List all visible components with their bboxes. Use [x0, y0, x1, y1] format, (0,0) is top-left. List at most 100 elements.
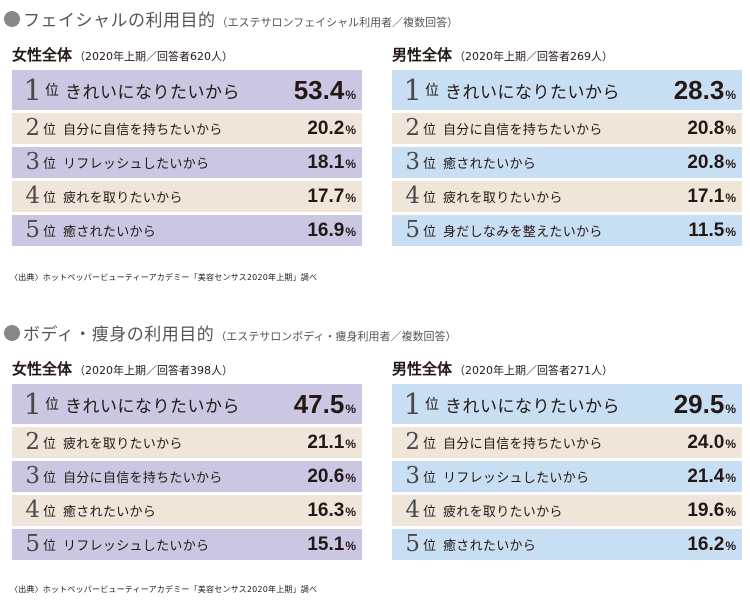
reason-label: 自分に自信を持ちたいから: [443, 437, 603, 452]
rank-number: 4: [25, 497, 40, 523]
reason-label: 自分に自信を持ちたいから: [443, 123, 603, 138]
reason-label: きれいになりたいから: [65, 82, 240, 103]
percentage: 17.7%: [278, 186, 362, 208]
percentage-value: 15.1: [307, 533, 345, 555]
percentage-value: 16.2: [687, 533, 725, 555]
percentage-value: 24.0: [687, 431, 725, 453]
reason-label: リフレッシュしたいから: [443, 471, 590, 486]
percentage-value: 29.5: [673, 388, 725, 419]
rank-number: 5: [25, 531, 40, 557]
percentage-value: 20.6: [307, 465, 345, 487]
ranking-list: 1 位きれいになりたいから 29.5% 2 位自分に自信を持ちたいから 24.0% 3 位リフ…: [392, 384, 742, 560]
rank-suffix: 位: [43, 539, 57, 554]
panel-note: （2020年上期／回答者269人）: [454, 50, 614, 63]
reason-label: 癒されたいから: [63, 505, 157, 520]
percent-sign: %: [725, 224, 736, 239]
rank-row: 2 位自分に自信を持ちたいから 20.2%: [12, 113, 362, 144]
percent-sign: %: [725, 504, 736, 519]
rank-suffix: 位: [43, 191, 57, 206]
rank-number: 4: [405, 497, 420, 523]
rank-suffix: 位: [45, 83, 59, 99]
rank-row: 2 位自分に自信を持ちたいから 20.8%: [392, 113, 742, 144]
percentage-value: 16.3: [307, 499, 345, 521]
reason-label: 身だしなみを整えたいから: [443, 225, 603, 240]
percentage-value: 17.7: [307, 185, 345, 207]
percentage: 28.3%: [650, 75, 742, 106]
percentage: 16.9%: [278, 220, 362, 242]
rank-row: 3 位リフレッシュしたいから 18.1%: [12, 147, 362, 178]
section-heading: フェイシャルの利用目的: [23, 11, 216, 31]
source-note: 〈出典〉ホットペッパービューティーアカデミー「美容センサス2020年上期」調べ: [10, 273, 318, 282]
percentage: 24.0%: [658, 432, 742, 454]
percentage: 11.5%: [658, 220, 742, 242]
rank-number: 2: [25, 115, 40, 141]
panel-title: 男性全体 （2020年上期／回答者271人）: [392, 358, 742, 380]
percentage-value: 20.8: [687, 151, 725, 173]
percent-sign: %: [345, 538, 356, 553]
percent-sign: %: [345, 156, 356, 171]
panel-body-female: 女性全体 （2020年上期／回答者398人） 1 位きれいになりたいから 47.5%…: [12, 358, 362, 560]
percentage-value: 28.3: [673, 74, 725, 105]
rank-suffix: 位: [423, 437, 437, 452]
percentage: 15.1%: [278, 534, 362, 556]
reason-label: リフレッシュしたいから: [63, 539, 210, 554]
rank-number: 1: [23, 386, 42, 421]
percentage-value: 17.1: [687, 185, 725, 207]
rank-row: 2 位自分に自信を持ちたいから 24.0%: [392, 427, 742, 458]
rank-suffix: 位: [43, 225, 57, 240]
reason-label: 癒されたいから: [443, 157, 537, 172]
rank-row: 1 位きれいになりたいから 47.5%: [12, 384, 362, 424]
percentage-value: 20.8: [687, 117, 725, 139]
source-note: 〈出典〉ホットペッパービューティーアカデミー「美容センサス2020年上期」調べ: [10, 585, 318, 594]
rank-suffix: 位: [45, 397, 59, 413]
panel-heading: 女性全体: [12, 46, 73, 64]
percent-sign: %: [725, 122, 736, 137]
rank-number: 3: [25, 463, 40, 489]
rank-row: 5 位癒されたいから 16.2%: [392, 529, 742, 560]
rank-row: 1 位きれいになりたいから 29.5%: [392, 384, 742, 424]
rank-suffix: 位: [43, 505, 57, 520]
rank-suffix: 位: [43, 123, 57, 138]
percentage: 20.8%: [658, 152, 742, 174]
percentage: 20.6%: [278, 466, 362, 488]
percent-sign: %: [725, 190, 736, 205]
panel-note: （2020年上期／回答者271人）: [454, 364, 614, 377]
panel-title: 女性全体 （2020年上期／回答者620人）: [12, 44, 362, 66]
percentage: 29.5%: [650, 389, 742, 420]
panel-note: （2020年上期／回答者398人）: [74, 364, 234, 377]
rank-number: 4: [405, 183, 420, 209]
percent-sign: %: [725, 87, 736, 102]
reason-label: 自分に自信を持ちたいから: [63, 123, 223, 138]
rank-number: 5: [405, 217, 420, 243]
percent-sign: %: [345, 470, 356, 485]
rank-row: 1 位きれいになりたいから 28.3%: [392, 70, 742, 110]
percentage-value: 21.4: [687, 465, 725, 487]
percentage-value: 18.1: [307, 151, 345, 173]
rank-suffix: 位: [425, 83, 439, 99]
rank-suffix: 位: [423, 123, 437, 138]
rank-suffix: 位: [43, 157, 57, 172]
percentage: 16.2%: [658, 534, 742, 556]
panel-heading: 男性全体: [392, 360, 453, 378]
percentage-value: 11.5: [688, 219, 725, 241]
percent-sign: %: [345, 190, 356, 205]
reason-label: 疲れを取りたいから: [443, 505, 563, 520]
reason-label: 自分に自信を持ちたいから: [63, 471, 223, 486]
percentage-value: 16.9: [307, 219, 345, 241]
rank-number: 3: [405, 463, 420, 489]
percentage-value: 19.6: [687, 499, 725, 521]
rank-row: 1 位きれいになりたいから 53.4%: [12, 70, 362, 110]
bullet-icon: [4, 325, 20, 341]
percent-sign: %: [725, 156, 736, 171]
panel-heading: 女性全体: [12, 360, 73, 378]
percentage-value: 20.2: [307, 117, 345, 139]
percent-sign: %: [725, 470, 736, 485]
rank-row: 4 位疲れを取りたいから 19.6%: [392, 495, 742, 526]
reason-label: きれいになりたいから: [445, 82, 620, 103]
rank-number: 2: [405, 429, 420, 455]
section-title-body: ボディ・痩身の利用目的 （エステサロンボディ・痩身利用者／複数回答）: [4, 320, 457, 345]
rank-suffix: 位: [423, 539, 437, 554]
panel-body-male: 男性全体 （2020年上期／回答者271人） 1 位きれいになりたいから 29.5%…: [392, 358, 742, 560]
reason-label: きれいになりたいから: [65, 396, 240, 417]
percentage: 53.4%: [270, 75, 362, 106]
